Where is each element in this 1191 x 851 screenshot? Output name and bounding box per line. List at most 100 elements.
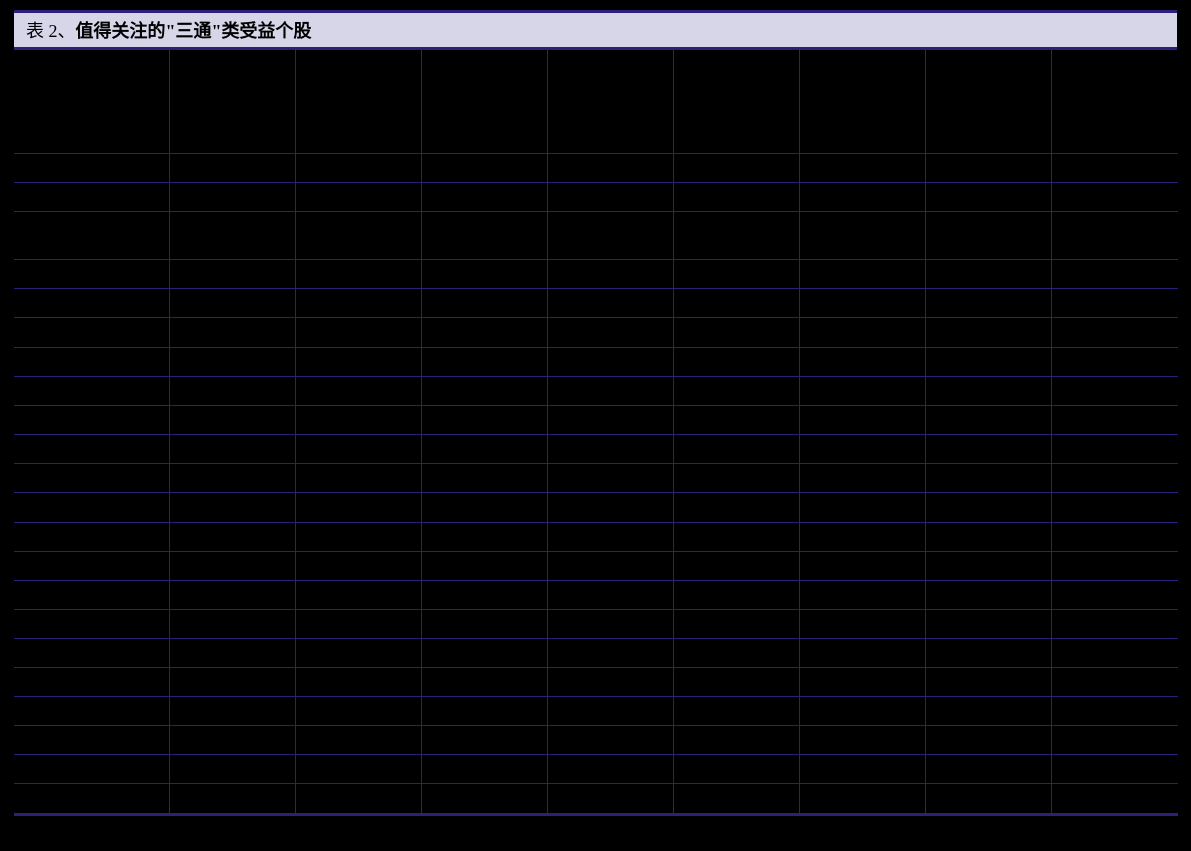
table-cell (1052, 183, 1178, 212)
table-cell (170, 289, 296, 318)
table-cell (926, 289, 1052, 318)
table-cell (296, 183, 422, 212)
table-cell (14, 755, 170, 784)
table-cell (1052, 435, 1178, 464)
table-cell (14, 406, 170, 435)
table-row (14, 377, 1177, 406)
table-cell (926, 697, 1052, 726)
table-cell (422, 464, 548, 493)
table-cell (800, 154, 926, 183)
table-cell (422, 212, 548, 260)
table-cell (1052, 154, 1178, 183)
table-cell (800, 581, 926, 610)
table-header-cell (422, 50, 548, 154)
table-cell (422, 755, 548, 784)
table-cell (674, 377, 800, 406)
table-cell (296, 784, 422, 816)
table-cell (14, 183, 170, 212)
table-header-cell (170, 50, 296, 154)
table-cell (422, 639, 548, 668)
table-cell (548, 610, 674, 639)
table-cell (1052, 464, 1178, 493)
table-cell (296, 726, 422, 755)
table-header-cell (296, 50, 422, 154)
table-cell (800, 639, 926, 668)
table-cell (422, 348, 548, 377)
table-cell (674, 552, 800, 581)
table-cell (296, 639, 422, 668)
table-cell (674, 493, 800, 523)
table-cell (926, 318, 1052, 348)
table-cell (296, 552, 422, 581)
table-cell (296, 464, 422, 493)
table-cell (800, 183, 926, 212)
table-cell (296, 260, 422, 289)
table-row (14, 523, 1177, 552)
table-cell (674, 464, 800, 493)
table-title-main: 值得关注的"三通"类受益个股 (76, 21, 312, 41)
table-row (14, 464, 1177, 493)
table-cell (170, 668, 296, 697)
table-cell (548, 154, 674, 183)
table-cell (548, 668, 674, 697)
table-cell (674, 348, 800, 377)
table-row (14, 289, 1177, 318)
table-cell (548, 464, 674, 493)
table-cell (422, 552, 548, 581)
table-cell (674, 726, 800, 755)
table-cell (926, 668, 1052, 697)
table-cell (170, 755, 296, 784)
table-cell (14, 260, 170, 289)
table-cell (296, 318, 422, 348)
table-cell (170, 523, 296, 552)
table-cell (422, 435, 548, 464)
table-cell (674, 697, 800, 726)
table-cell (548, 212, 674, 260)
table-cell (548, 377, 674, 406)
table-cell (422, 289, 548, 318)
table-cell (674, 154, 800, 183)
table-row (14, 697, 1177, 726)
table-cell (674, 784, 800, 816)
table-cell (296, 377, 422, 406)
table-cell (296, 755, 422, 784)
table-cell (548, 406, 674, 435)
table-cell (14, 610, 170, 639)
table-cell (926, 377, 1052, 406)
table-cell (170, 348, 296, 377)
table-cell (14, 318, 170, 348)
table-cell (800, 668, 926, 697)
table-row (14, 348, 1177, 377)
table-cell (296, 212, 422, 260)
table-cell (548, 552, 674, 581)
table-cell (14, 377, 170, 406)
table-row (14, 493, 1177, 523)
table-cell (674, 581, 800, 610)
table-cell (14, 697, 170, 726)
table-cell (170, 212, 296, 260)
table-header-cell (926, 50, 1052, 154)
table-cell (1052, 523, 1178, 552)
table-row (14, 260, 1177, 289)
table-cell (14, 581, 170, 610)
table-cell (14, 435, 170, 464)
table-row (14, 183, 1177, 212)
table-cell (926, 435, 1052, 464)
table-cell (1052, 289, 1178, 318)
table-cell (1052, 668, 1178, 697)
table-cell (800, 493, 926, 523)
table-cell (170, 260, 296, 289)
table-cell (170, 318, 296, 348)
table-header-cell (800, 50, 926, 154)
table-cell (926, 348, 1052, 377)
table-cell (926, 726, 1052, 755)
table-cell (422, 406, 548, 435)
table-row (14, 581, 1177, 610)
table-title-bar: 表 2、值得关注的"三通"类受益个股 (14, 13, 1177, 50)
table-cell (170, 552, 296, 581)
table-cell (1052, 639, 1178, 668)
table-cell (548, 697, 674, 726)
table-cell (674, 183, 800, 212)
table-cell (926, 212, 1052, 260)
table-cell (800, 377, 926, 406)
